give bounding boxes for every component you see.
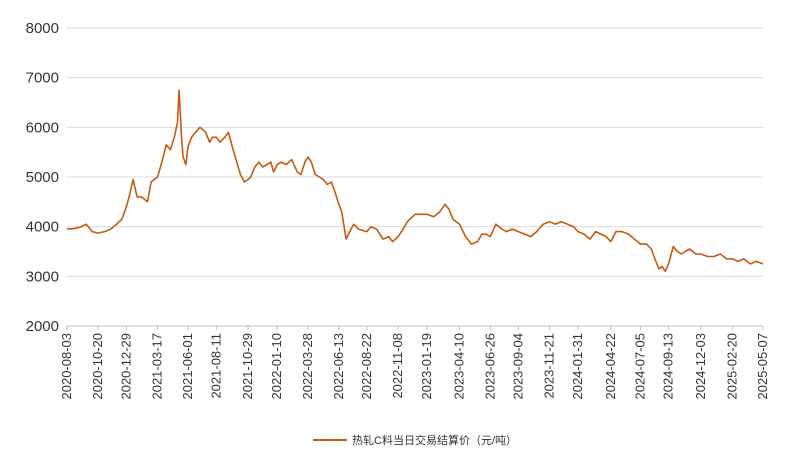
x-tick-label: 2023-06-26 (482, 333, 497, 400)
x-tick-label: 2024-09-13 (660, 333, 675, 400)
x-tick-label: 2020-08-03 (59, 333, 74, 400)
y-tick-label: 3000 (26, 268, 59, 285)
y-tick-label: 2000 (26, 318, 59, 335)
x-tick-label: 2023-09-04 (510, 333, 525, 400)
x-tick-label: 2021-08-11 (208, 333, 223, 399)
x-tick-label: 2024-04-22 (603, 333, 618, 400)
x-tick-label: 2020-10-20 (90, 333, 105, 400)
x-tick-label: 2023-04-10 (451, 333, 466, 400)
y-tick-label: 8000 (26, 20, 59, 37)
x-tick-label: 2020-12-29 (118, 333, 133, 400)
x-tick-label: 2024-12-03 (693, 333, 708, 400)
x-tick-label: 2025-02-20 (725, 333, 740, 400)
axes: 2000 3000 4000 5000 6000 7000 8000 2020-08-03 20… (26, 20, 770, 400)
legend: 热轧C料当日交易结算价（元/吨） (313, 433, 517, 447)
gridlines (67, 27, 763, 277)
x-tick-label: 2024-01-31 (570, 333, 585, 400)
series-line (66, 89, 764, 273)
x-tick-label: 2025-05-07 (755, 333, 770, 400)
y-tick-label: 4000 (26, 219, 59, 236)
x-tick-label: 2022-06-13 (331, 333, 346, 400)
y-tick-label: 7000 (26, 70, 59, 87)
x-tick-label: 2022-01-10 (269, 333, 284, 400)
x-tick-label: 2022-03-28 (300, 333, 315, 400)
x-tick-label: 2022-11-08 (390, 333, 405, 399)
x-tick-label: 2024-07-05 (632, 333, 647, 400)
legend-label: 热轧C料当日交易结算价（元/吨） (352, 433, 517, 447)
x-tick-label: 2021-10-29 (240, 333, 255, 400)
x-tick-label: 2022-08-22 (359, 333, 374, 400)
x-tick-label: 2023-01-19 (419, 333, 434, 400)
x-tick-label: 2023-11-21 (542, 333, 557, 399)
series (66, 89, 764, 273)
x-tick-label: 2021-03-17 (150, 333, 165, 400)
y-tick-label: 6000 (26, 119, 59, 136)
x-tick-label: 2021-06-01 (180, 333, 195, 400)
y-tick-label: 5000 (26, 169, 59, 186)
